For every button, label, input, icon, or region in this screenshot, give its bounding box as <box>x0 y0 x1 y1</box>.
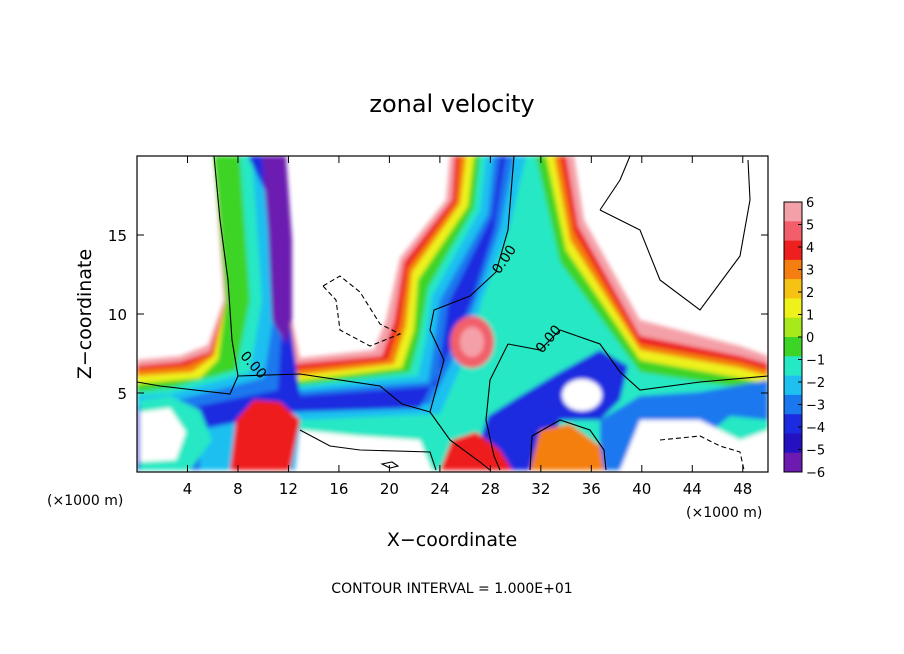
x-unit-left: (×1000 m) <box>47 493 123 509</box>
colorbar-swatch <box>784 394 802 415</box>
colorbar-swatch <box>784 337 802 357</box>
colorbar-swatch <box>784 356 802 376</box>
x-unit-right: (×1000 m) <box>686 505 762 521</box>
x-axis: 4 8 12 16 20 24 28 32 36 40 44 48 <box>183 156 752 498</box>
colorbar-swatch <box>784 298 802 319</box>
y-tick-label: 10 <box>108 306 127 324</box>
x-tick-label: 36 <box>582 480 601 498</box>
colorbar-label: −1 <box>806 354 825 369</box>
band-m5 <box>137 156 506 470</box>
x-tick-label: 8 <box>233 480 243 498</box>
colorbar-label: 2 <box>806 286 814 301</box>
y-axis: 5 10 15 <box>108 227 768 403</box>
colorbar-swatch <box>784 433 802 454</box>
x-tick-label: 28 <box>481 480 500 498</box>
colorbar-label: −4 <box>806 421 825 436</box>
x-tick-label: 16 <box>329 480 348 498</box>
x-tick-label: 48 <box>733 480 752 498</box>
colorbar-label: −2 <box>806 376 825 391</box>
contour-lines <box>137 156 768 471</box>
x-tick-label: 40 <box>632 480 651 498</box>
y-axis-label: Z−coordinate <box>74 249 96 379</box>
colorbar-swatch <box>784 240 802 261</box>
band-m6 <box>262 156 292 344</box>
colorbar-swatch <box>784 221 802 241</box>
x-axis-label: X−coordinate <box>387 529 517 551</box>
x-tick-label: 44 <box>683 480 702 498</box>
colorbar-swatch <box>784 202 802 222</box>
colorbar-swatch <box>784 279 802 299</box>
colorbar: 6 5 4 3 2 1 0 −1 −2 −3 −4 −5 −6 <box>783 196 825 481</box>
colorbar-label: 5 <box>806 219 814 234</box>
lower-warm-mid <box>440 432 512 470</box>
y-tick-label: 15 <box>108 227 127 245</box>
x-tick-label: 32 <box>531 480 550 498</box>
colorbar-label: 1 <box>806 309 814 324</box>
x-tick-label: 12 <box>279 480 298 498</box>
y-tick-label: 5 <box>117 385 127 403</box>
colorbar-swatch <box>784 375 802 396</box>
chart-title: zonal velocity <box>369 90 534 118</box>
colorbar-label: 0 <box>806 331 814 346</box>
colorbar-label: 3 <box>806 264 814 279</box>
colorbar-label: 6 <box>806 196 814 211</box>
colorbar-label: −6 <box>806 466 825 481</box>
heatmap-field <box>137 156 768 472</box>
colorbar-swatch <box>784 259 802 280</box>
colorbar-label: 4 <box>806 241 814 256</box>
colorbar-label: −3 <box>806 399 825 414</box>
colorbar-swatch <box>784 452 802 473</box>
colorbar-label: −5 <box>806 444 825 459</box>
x-tick-label: 24 <box>430 480 449 498</box>
x-tick-label: 4 <box>183 480 193 498</box>
x-tick-label: 20 <box>380 480 399 498</box>
colorbar-swatch <box>784 317 802 338</box>
contour-interval-note: CONTOUR INTERVAL = 1.000E+01 <box>331 581 572 597</box>
colorbar-swatch <box>784 414 802 434</box>
lower-warm-left <box>230 400 300 470</box>
